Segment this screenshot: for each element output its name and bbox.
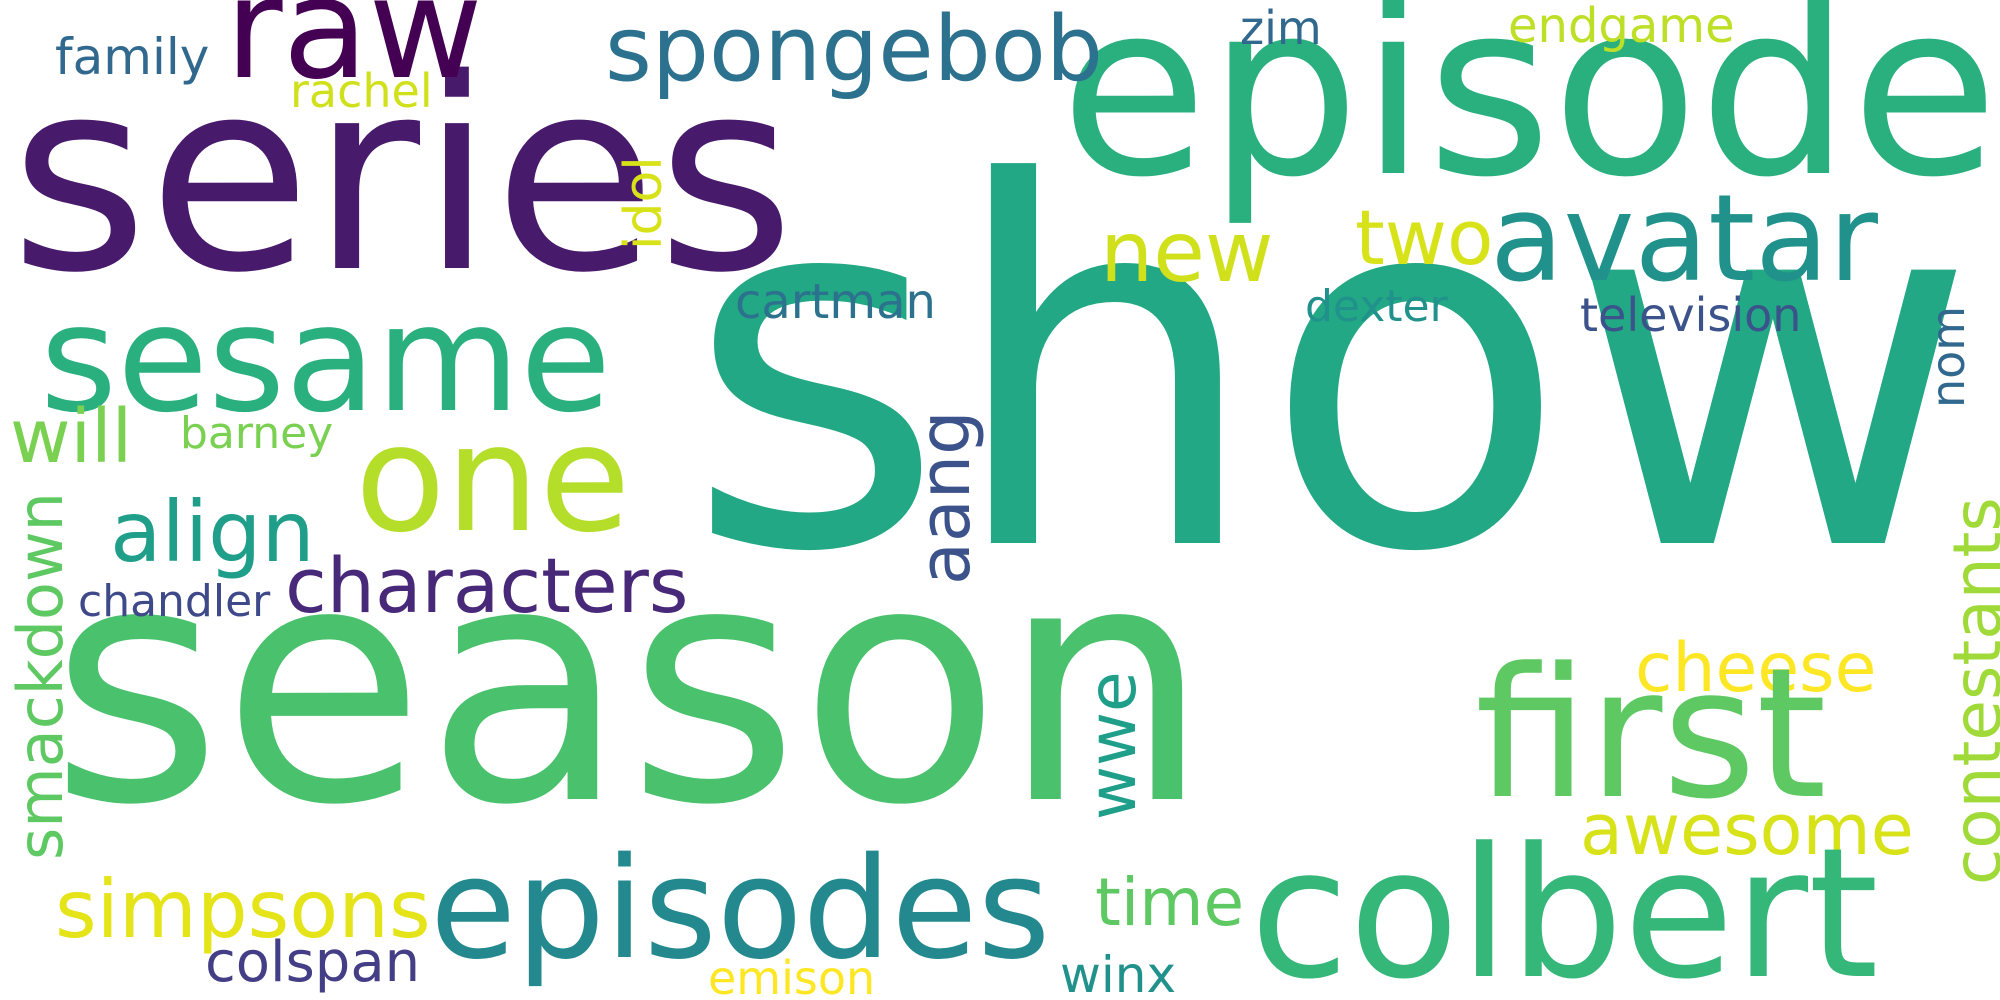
word-family: family (55, 28, 210, 86)
word-sesame: sesame (40, 273, 612, 445)
word-idol: idol (614, 156, 674, 250)
word-will: will (10, 394, 133, 480)
word-time: time (1095, 864, 1245, 941)
word-colbert: colbert (1250, 810, 1879, 1000)
word-wwe: wwe (1074, 671, 1151, 820)
word-simpsons: simpsons (55, 863, 431, 956)
word-emison: emison (708, 951, 876, 1000)
word-series: series (10, 23, 795, 331)
word-episode: episode (1060, 0, 1999, 230)
word-spongebob: spongebob (605, 0, 1103, 102)
word-television: television (1580, 288, 1802, 342)
word-dexter: dexter (1305, 281, 1448, 332)
word-characters: characters (285, 541, 689, 630)
word-cheese: cheese (1635, 629, 1877, 708)
word-nom: nom (1921, 305, 1975, 408)
word-endgame: endgame (1508, 0, 1735, 54)
word-barney: barney (180, 408, 334, 459)
word-rachel: rachel (290, 64, 433, 118)
word-one: one (355, 393, 631, 565)
word-contestants: contestants (1939, 497, 2000, 885)
word-two: two (1355, 193, 1494, 282)
word-raw: raw (225, 0, 483, 111)
word-colspan: colspan (205, 930, 421, 995)
word-cartman: cartman (735, 274, 936, 330)
word-avatar: avatar (1490, 170, 1879, 309)
word-winx: winx (1060, 946, 1177, 1000)
word-align: align (110, 483, 315, 581)
word-awesome: awesome (1580, 789, 1914, 871)
word-episodes: episodes (430, 828, 1051, 991)
word-smackdown: smackdown (4, 492, 77, 860)
word-new: new (1100, 203, 1274, 301)
word-season: season (50, 493, 1211, 877)
word-chandler: chandler (78, 576, 271, 627)
word-zim: zim (1240, 1, 1322, 55)
word-aang: aang (904, 410, 986, 585)
word-first: first (1475, 630, 1827, 839)
word-show: show (685, 79, 1978, 661)
